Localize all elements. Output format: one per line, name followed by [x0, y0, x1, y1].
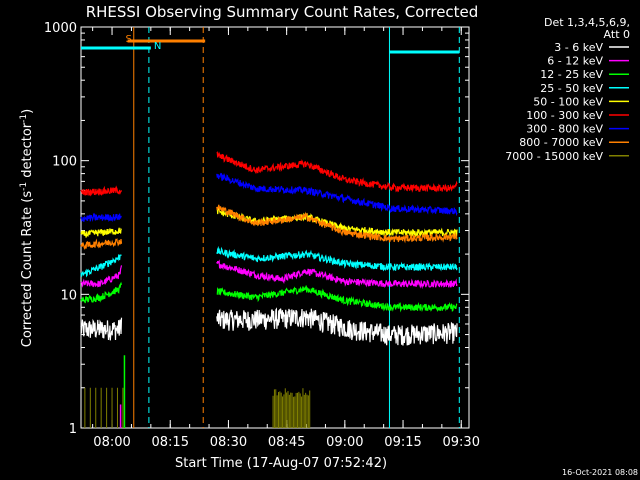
flag-label: S: [126, 34, 132, 45]
y-axis-label-mid: detector: [20, 122, 35, 182]
legend-entry-label: 300 - 800 keV: [526, 123, 603, 136]
x-axis-ticks: 08:00 08:15 08:30 08:45 09:00 09:15 09:30: [92, 27, 480, 450]
legend-entry-label: 6 - 12 keV: [547, 55, 603, 68]
legend-header-1: Det 1,3,4,5,6,9,: [544, 16, 630, 29]
x-tick-label: 09:30: [443, 435, 480, 450]
legend-entry-label: 3 - 6 keV: [554, 41, 603, 54]
y-axis-ticks: 1 10 100 1000: [44, 21, 469, 437]
y-tick-label: 1: [69, 422, 77, 437]
series-line: [80, 238, 123, 250]
chart-title: RHESSI Observing Summary Count Rates, Co…: [86, 3, 479, 21]
flag-label: N: [154, 41, 161, 52]
x-tick-label: 08:30: [210, 435, 247, 450]
x-tick-label: 09:15: [384, 435, 421, 450]
x-tick-label: 09:00: [326, 435, 363, 450]
legend-entry-label: 100 - 300 keV: [526, 109, 603, 122]
series-line: [216, 285, 458, 313]
series-line: [80, 265, 123, 288]
y-axis-label-sup1: -1: [19, 182, 29, 191]
y-tick-label: 100: [52, 155, 77, 170]
legend-entry-label: 800 - 7000 keV: [519, 136, 603, 149]
legend-entry-label: 25 - 50 keV: [540, 82, 603, 95]
y-axis-label-main: Corrected Count Rate (s: [20, 191, 35, 348]
series-line: [216, 307, 458, 346]
y-axis-label-end: ): [20, 109, 35, 114]
series-line: [216, 245, 458, 272]
series-line: [80, 317, 123, 341]
y-tick-label: 1000: [44, 21, 77, 36]
series-line: [80, 281, 123, 304]
timestamp: 16-Oct-2021 08:08: [562, 468, 638, 477]
x-axis-label: Start Time (17-Aug-07 07:52:42): [175, 456, 387, 471]
series-line: [80, 212, 122, 223]
series-line: [80, 227, 122, 238]
y-axis-label-sup2: -1: [19, 114, 29, 123]
legend-entry-label: 50 - 100 keV: [533, 95, 603, 108]
legend-entry-label: 12 - 25 keV: [540, 68, 603, 81]
x-tick-label: 08:15: [152, 435, 189, 450]
x-tick-label: 08:00: [93, 435, 130, 450]
plot-frame: [80, 26, 470, 429]
legend-entry-label: 7000 - 15000 keV: [505, 150, 603, 163]
series-line: [216, 259, 458, 290]
legend-header-2: Att 0: [604, 28, 630, 41]
series-line: [216, 151, 458, 193]
series-line: [216, 204, 458, 244]
series-line: [216, 172, 458, 217]
series-line: [80, 185, 123, 197]
plot-content: SN: [80, 27, 460, 428]
y-tick-label: 10: [60, 288, 77, 303]
series-line: [80, 254, 122, 278]
x-tick-label: 08:45: [268, 435, 305, 450]
y-axis-label: Corrected Count Rate (s-1 detector-1): [19, 109, 35, 347]
